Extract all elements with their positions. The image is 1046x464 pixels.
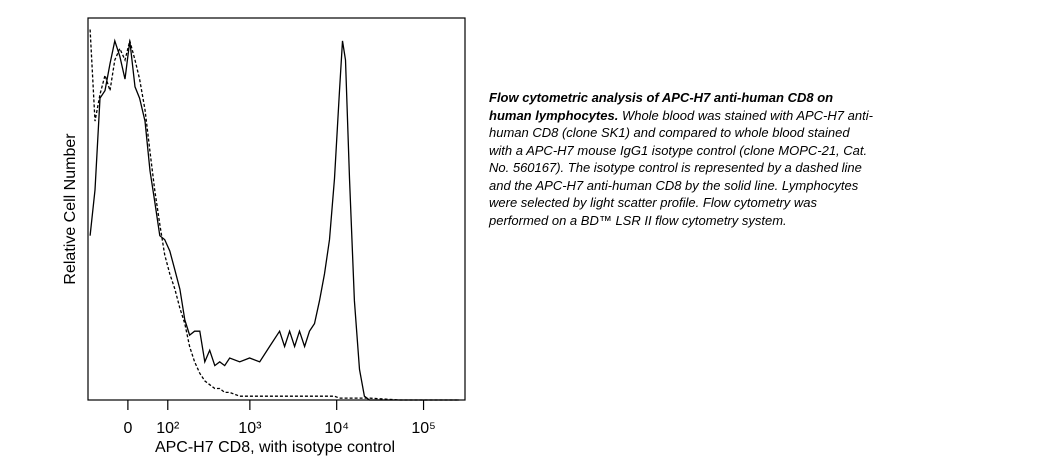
x-tick-label: 10⁵ bbox=[411, 420, 435, 437]
histogram-line bbox=[89, 29, 460, 401]
caption-text: Whole blood was stained with APC-H7 anti… bbox=[489, 107, 873, 228]
x-tick-label: 10³ bbox=[238, 420, 262, 437]
chart: APC-H7 CD8, with isotype control Relativ… bbox=[62, 17, 466, 456]
caption-heading: Flow cytometric analysis of APC-H7 anti-… bbox=[489, 90, 834, 123]
x-tick-label: 10⁴ bbox=[324, 420, 349, 437]
caption: Flow cytometric analysis of APC-H7 anti-… bbox=[489, 89, 874, 229]
y-axis-title: Relative Cell Number bbox=[62, 133, 79, 285]
histogram-line bbox=[89, 38, 460, 401]
x-tick-label: 0 bbox=[123, 420, 132, 437]
plot-frame bbox=[87, 17, 466, 401]
x-axis-title: APC-H7 CD8, with isotype control bbox=[155, 439, 395, 456]
x-tick-label: 10² bbox=[156, 420, 180, 437]
